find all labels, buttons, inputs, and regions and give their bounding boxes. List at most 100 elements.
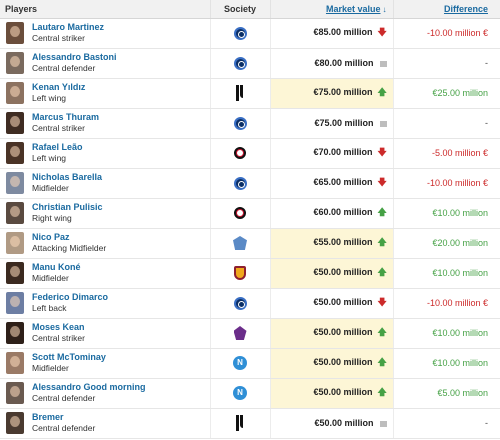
player-name-link[interactable]: Kenan Yıldız [32,82,86,92]
player-name-link[interactable]: Alessandro Good morning [32,382,146,392]
player-position: Attacking Midfielder [32,243,107,253]
player-name-link[interactable]: Federico Dimarco [32,292,109,302]
sort-difference-link[interactable]: Difference [443,3,488,14]
difference-cell: €20.00 million [393,228,500,259]
player-avatar[interactable] [6,232,24,254]
sort-desc-icon[interactable]: ↓ [382,4,387,14]
player-avatar[interactable] [6,262,24,284]
difference-cell: €10.00 million [393,318,500,349]
player-avatar[interactable] [6,52,24,74]
player-position: Left back [32,303,67,313]
como-crest-icon[interactable] [233,236,247,250]
player-avatar[interactable] [6,352,24,374]
difference-value: - [485,118,488,128]
player-position: Right wing [32,213,72,223]
society-cell [210,288,271,319]
roma-crest-icon[interactable] [234,266,246,280]
player-cell: Nicholas Barella Midfielder [0,168,211,199]
difference-value: -5.00 million € [431,148,488,158]
player-avatar[interactable] [6,112,24,134]
player-name-link[interactable]: Christian Pulisic [32,202,103,212]
player-name-link[interactable]: Nico Paz [32,232,70,242]
difference-cell: -10.00 million € [393,168,500,199]
table-row: Nicholas Barella Midfielder €65.00 milli… [0,168,500,199]
society-cell [210,198,271,229]
inter-crest-icon[interactable] [233,116,247,130]
fiorentina-crest-icon[interactable] [233,326,247,340]
inter-crest-icon[interactable] [233,56,247,70]
market-value-cell: €70.00 million 🡇 [270,138,394,169]
player-name-link[interactable]: Manu Koné [32,262,81,272]
market-value: €75.00 million [314,118,374,128]
market-value: €60.00 million [313,207,373,217]
player-avatar[interactable] [6,382,24,404]
player-avatar[interactable] [6,202,24,224]
market-value-cell: €50.00 million 🡅 [270,258,394,289]
sort-market-value-link[interactable]: Market value [325,3,381,14]
player-avatar[interactable] [6,172,24,194]
table-row: Kenan Yıldız Left wing €75.00 million 🡅 €… [0,78,500,109]
society-cell [210,138,271,169]
player-name-link[interactable]: Alessandro Bastoni [32,52,117,62]
juventus-crest-icon[interactable] [235,415,245,431]
player-avatar[interactable] [6,22,24,44]
difference-cell: €10.00 million [393,258,500,289]
difference-cell: -10.00 million € [393,18,500,49]
player-cell: Kenan Yıldız Left wing [0,78,211,109]
difference-value: €10.00 million [432,268,488,278]
table-row: Christian Pulisic Right wing €60.00 mill… [0,198,500,229]
table-row: Alessandro Good morning Central defender… [0,378,500,409]
society-cell [210,18,271,49]
player-cell: Nico Paz Attacking Midfielder [0,228,211,259]
society-cell: N [210,378,271,409]
player-avatar[interactable] [6,412,24,434]
arrow-down-icon: 🡇 [377,297,387,307]
society-cell [210,168,271,199]
market-value: €85.00 million [313,27,373,37]
inter-crest-icon[interactable] [233,176,247,190]
player-position: Central defender [32,393,96,403]
player-avatar[interactable] [6,292,24,314]
player-name-link[interactable]: Rafael Leão [32,142,83,152]
player-position: Central striker [32,123,85,133]
player-avatar[interactable] [6,322,24,344]
market-value-cell: €50.00 million 🡇 [270,288,394,319]
player-avatar[interactable] [6,142,24,164]
player-cell: Scott McTominay Midfielder [0,348,211,379]
player-name-link[interactable]: Nicholas Barella [32,172,103,182]
difference-cell: €10.00 million [393,348,500,379]
napoli-crest-icon[interactable]: N [233,356,247,370]
juventus-crest-icon[interactable] [235,85,245,101]
market-value: €50.00 million [313,387,373,397]
player-avatar[interactable] [6,82,24,104]
player-name-link[interactable]: Lautaro Martinez [32,22,105,32]
society-cell [210,318,271,349]
header-difference[interactable]: Difference [393,0,500,19]
milan-crest-icon[interactable] [234,147,246,159]
napoli-crest-icon[interactable]: N [233,386,247,400]
player-cell: Federico Dimarco Left back [0,288,211,319]
table-row: Bremer Central defender €50.00 million - [0,408,500,439]
society-cell [210,108,271,139]
player-name-link[interactable]: Bremer [32,412,64,422]
header-market-value[interactable]: Market value ↓ [270,0,394,19]
inter-crest-icon[interactable] [233,26,247,40]
milan-crest-icon[interactable] [234,207,246,219]
society-cell [210,228,271,259]
player-name-link[interactable]: Marcus Thuram [32,112,100,122]
difference-value: - [485,58,488,68]
inter-crest-icon[interactable] [233,296,247,310]
table-row: Rafael Leão Left wing €70.00 million 🡇 -5… [0,138,500,169]
arrow-up-icon: 🡅 [377,267,387,277]
market-value-cell: €65.00 million 🡇 [270,168,394,199]
arrow-down-icon: 🡇 [377,177,387,187]
player-name-link[interactable]: Scott McTominay [32,352,106,362]
arrow-up-icon: 🡅 [377,207,387,217]
society-cell [210,258,271,289]
player-position: Midfielder [32,183,69,193]
market-value: €55.00 million [313,237,373,247]
arrow-up-icon: 🡅 [377,327,387,337]
header-society: Society [210,0,271,19]
player-name-link[interactable]: Moses Kean [32,322,85,332]
player-position: Left wing [32,153,67,163]
